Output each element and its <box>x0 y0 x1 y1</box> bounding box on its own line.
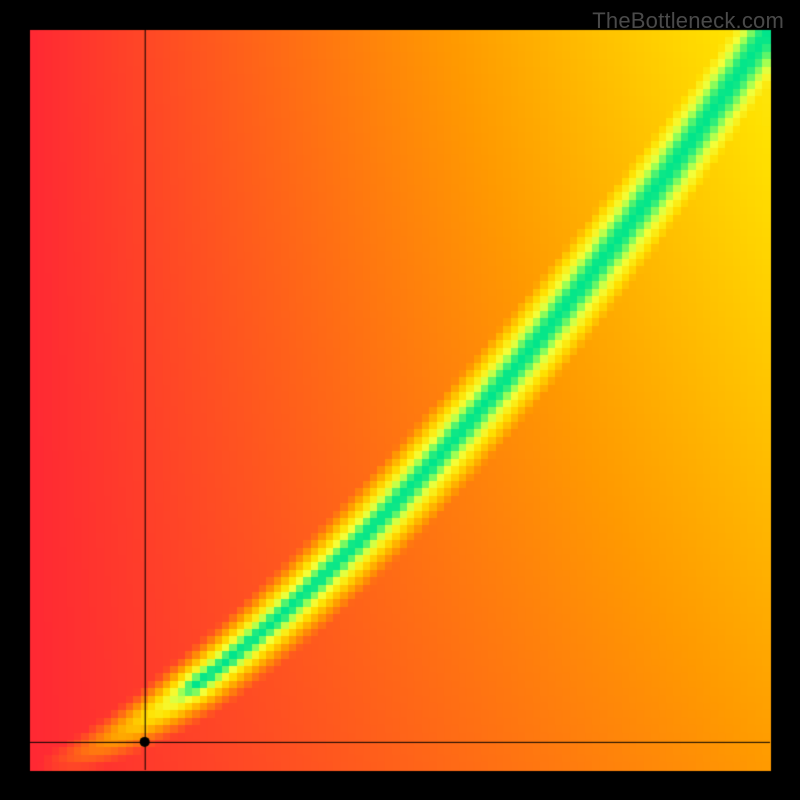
watermark-text: TheBottleneck.com <box>592 8 784 34</box>
bottleneck-heatmap-canvas <box>0 0 800 800</box>
